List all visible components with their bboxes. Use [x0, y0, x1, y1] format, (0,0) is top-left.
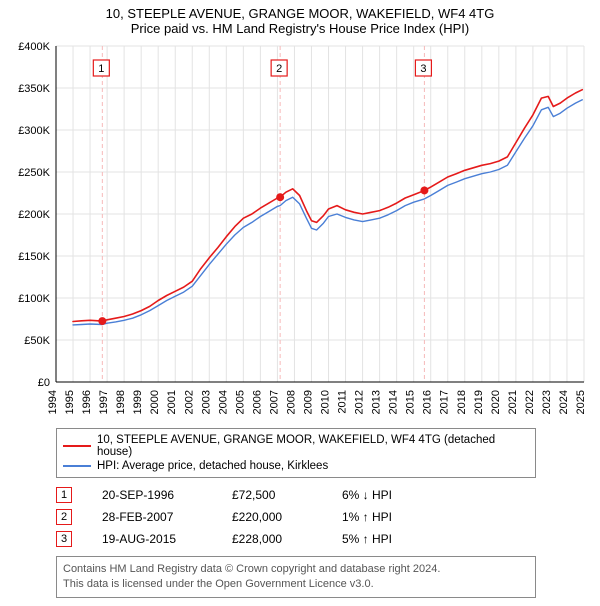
svg-text:2: 2 — [276, 63, 282, 75]
legend-item: HPI: Average price, detached house, Kirk… — [63, 459, 529, 473]
svg-text:2016: 2016 — [422, 390, 434, 414]
transactions-table: 1 20-SEP-1996£72,5006% ↓ HPI 2 28-FEB-2007£… — [56, 484, 592, 550]
svg-text:1996: 1996 — [81, 390, 93, 414]
footer-line1: Contains HM Land Registry data © Crown c… — [63, 562, 529, 577]
svg-text:2006: 2006 — [251, 390, 263, 414]
transaction-row: 1 20-SEP-1996£72,5006% ↓ HPI — [56, 484, 592, 506]
transaction-marker: 1 — [56, 487, 72, 503]
transaction-row: 2 28-FEB-2007£220,0001% ↑ HPI — [56, 506, 592, 528]
svg-text:2008: 2008 — [285, 390, 297, 414]
svg-text:£350K: £350K — [18, 83, 50, 95]
legend-label: HPI: Average price, detached house, Kirk… — [97, 460, 328, 472]
legend-item: 10, STEEPLE AVENUE, GRANGE MOOR, WAKEFIE… — [63, 433, 529, 459]
svg-text:£50K: £50K — [24, 335, 50, 347]
transaction-row: 3 19-AUG-2015£228,0005% ↑ HPI — [56, 528, 592, 550]
transaction-price: £72,500 — [232, 488, 342, 502]
chart-svg: £0 £50K £100K £150K £200K £250K £300K £350K £400… — [8, 42, 592, 422]
transaction-delta: 6% ↓ HPI — [342, 488, 462, 502]
svg-text:2013: 2013 — [371, 390, 383, 414]
svg-text:2018: 2018 — [456, 390, 468, 414]
svg-text:2015: 2015 — [405, 390, 417, 414]
svg-text:2019: 2019 — [473, 390, 485, 414]
footer-line2: This data is licensed under the Open Gov… — [63, 577, 529, 592]
svg-text:£150K: £150K — [18, 251, 50, 263]
legend-swatch — [63, 465, 91, 467]
svg-text:£100K: £100K — [18, 293, 50, 305]
svg-text:£200K: £200K — [18, 209, 50, 221]
svg-text:£300K: £300K — [18, 125, 50, 137]
svg-text:2007: 2007 — [268, 390, 280, 414]
transaction-date: 20-SEP-1996 — [102, 488, 232, 502]
svg-text:1995: 1995 — [64, 390, 76, 414]
svg-text:2011: 2011 — [337, 390, 349, 414]
svg-text:1: 1 — [98, 63, 104, 75]
svg-text:2021: 2021 — [507, 390, 519, 414]
svg-text:2002: 2002 — [183, 390, 195, 414]
svg-text:2000: 2000 — [149, 390, 161, 414]
svg-text:1998: 1998 — [115, 390, 127, 414]
svg-text:2001: 2001 — [166, 390, 178, 414]
transaction-price: £228,000 — [232, 532, 342, 546]
chart-title: 10, STEEPLE AVENUE, GRANGE MOOR, WAKEFIE… — [8, 6, 592, 21]
svg-text:2012: 2012 — [354, 390, 366, 414]
svg-text:2017: 2017 — [439, 390, 451, 414]
svg-text:2023: 2023 — [541, 390, 553, 414]
transaction-price: £220,000 — [232, 510, 342, 524]
svg-text:3: 3 — [420, 63, 426, 75]
svg-text:2020: 2020 — [490, 390, 502, 414]
svg-text:2025: 2025 — [575, 390, 587, 414]
svg-text:£0: £0 — [38, 377, 50, 389]
svg-text:2005: 2005 — [234, 390, 246, 414]
svg-text:1994: 1994 — [47, 390, 59, 414]
svg-text:2004: 2004 — [217, 390, 229, 414]
transaction-date: 28-FEB-2007 — [102, 510, 232, 524]
svg-text:2010: 2010 — [320, 390, 332, 414]
transaction-delta: 1% ↑ HPI — [342, 510, 462, 524]
svg-text:1999: 1999 — [132, 390, 144, 414]
transaction-date: 19-AUG-2015 — [102, 532, 232, 546]
svg-text:2003: 2003 — [200, 390, 212, 414]
svg-text:2009: 2009 — [302, 390, 314, 414]
chart-container: 10, STEEPLE AVENUE, GRANGE MOOR, WAKEFIE… — [0, 0, 600, 606]
transaction-delta: 5% ↑ HPI — [342, 532, 462, 546]
chart-subtitle: Price paid vs. HM Land Registry's House … — [8, 21, 592, 36]
legend-label: 10, STEEPLE AVENUE, GRANGE MOOR, WAKEFIE… — [97, 434, 529, 458]
svg-text:2024: 2024 — [558, 390, 570, 414]
chart-plot-area: £0 £50K £100K £150K £200K £250K £300K £350K £400… — [8, 42, 592, 422]
legend-box: 10, STEEPLE AVENUE, GRANGE MOOR, WAKEFIE… — [56, 428, 536, 478]
svg-text:1997: 1997 — [98, 390, 110, 414]
svg-text:2022: 2022 — [524, 390, 536, 414]
transaction-marker: 2 — [56, 509, 72, 525]
legend-swatch — [63, 445, 91, 447]
svg-text:£250K: £250K — [18, 167, 50, 179]
transaction-marker: 3 — [56, 531, 72, 547]
svg-text:2014: 2014 — [388, 390, 400, 414]
footer-box: Contains HM Land Registry data © Crown c… — [56, 556, 536, 598]
svg-text:£400K: £400K — [18, 42, 50, 53]
